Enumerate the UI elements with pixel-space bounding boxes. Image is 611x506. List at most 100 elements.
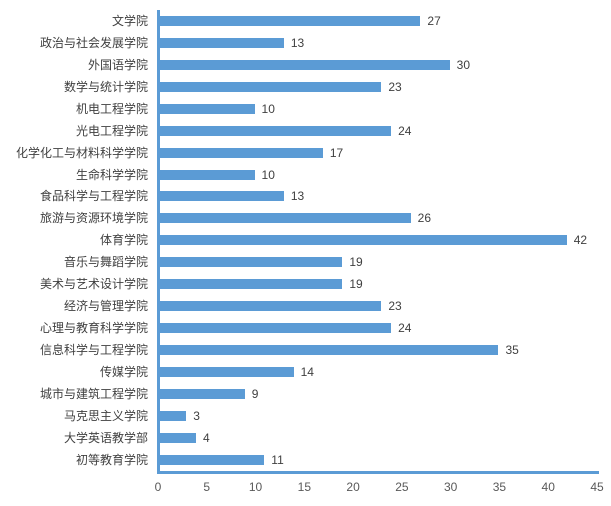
bar-row: 机电工程学院 10 xyxy=(0,98,611,120)
x-tick-label: 35 xyxy=(492,480,507,494)
bar-track: 3 xyxy=(157,405,611,427)
bar xyxy=(157,191,284,202)
bar xyxy=(157,301,382,312)
bar-row: 音乐与舞蹈学院 19 xyxy=(0,251,611,273)
category-label: 传媒学院 xyxy=(99,364,148,379)
data-label: 10 xyxy=(261,167,275,182)
bar-row: 生命科学学院 10 xyxy=(0,164,611,186)
category-label: 政治与社会发展学院 xyxy=(39,35,148,50)
bar xyxy=(157,15,421,26)
category-label: 食品科学与工程学院 xyxy=(39,189,148,204)
category-label: 信息科学与工程学院 xyxy=(39,343,148,358)
x-tick-label: 45 xyxy=(590,480,604,494)
y-axis-line xyxy=(157,10,160,474)
x-tick-label: 0 xyxy=(154,480,162,494)
data-label: 14 xyxy=(300,364,314,379)
data-label: 13 xyxy=(290,35,305,50)
bar-track: 24 xyxy=(157,120,611,142)
category-label: 数学与统计学院 xyxy=(63,79,148,94)
bar-track: 10 xyxy=(157,164,611,186)
bar xyxy=(157,235,567,246)
bar-row: 马克思主义学院 3 xyxy=(0,405,611,427)
data-label: 23 xyxy=(388,299,402,314)
x-tick-label: 10 xyxy=(248,480,263,494)
bar-row: 体育学院 42 xyxy=(0,229,611,251)
bar xyxy=(157,81,382,92)
bar-row: 美术与艺术设计学院 19 xyxy=(0,273,611,295)
bar-track: 13 xyxy=(157,186,611,208)
bar-track: 19 xyxy=(157,273,611,295)
bar-track: 11 xyxy=(157,449,611,471)
bar xyxy=(157,59,450,70)
data-label: 35 xyxy=(505,343,519,358)
category-label: 大学英语教学部 xyxy=(63,430,148,445)
category-label: 城市与建筑工程学院 xyxy=(39,386,148,401)
data-label: 13 xyxy=(290,189,305,204)
bar-rows: 文学院 27 政治与社会发展学院 13 外国语学院 30 数学与统计学院 23 机电工程学院 10… xyxy=(0,10,611,471)
data-label: 11 xyxy=(271,452,284,467)
category-label: 马克思主义学院 xyxy=(63,408,148,423)
bar-track: 24 xyxy=(157,317,611,339)
bar-row: 大学英语教学部 4 xyxy=(0,427,611,449)
x-tick-label: 30 xyxy=(443,480,458,494)
bar xyxy=(157,169,255,180)
bar-track: 14 xyxy=(157,361,611,383)
data-label: 17 xyxy=(329,145,344,160)
x-tick-label: 5 xyxy=(203,480,211,494)
bar-row: 文学院 27 xyxy=(0,10,611,32)
bar-row: 传媒学院 14 xyxy=(0,361,611,383)
bar-track: 30 xyxy=(157,54,611,76)
category-label: 外国语学院 xyxy=(87,57,148,72)
data-label: 19 xyxy=(349,255,363,270)
bar-row: 政治与社会发展学院 13 xyxy=(0,32,611,54)
x-tick-label: 15 xyxy=(297,480,312,494)
bar xyxy=(157,147,323,158)
category-label: 初等教育学院 xyxy=(75,452,148,467)
bar-row: 经济与管理学院 23 xyxy=(0,295,611,317)
x-tick-label: 20 xyxy=(346,480,360,494)
bar-track: 19 xyxy=(157,251,611,273)
bar-track: 42 xyxy=(157,229,611,251)
bar-track: 35 xyxy=(157,339,611,361)
bar xyxy=(157,345,499,356)
x-axis-line xyxy=(157,471,599,474)
bar-track: 23 xyxy=(157,76,611,98)
bar-row: 初等教育学院 11 xyxy=(0,449,611,471)
category-label: 美术与艺术设计学院 xyxy=(39,277,148,292)
bar-track: 13 xyxy=(157,32,611,54)
bar xyxy=(157,454,265,465)
x-tick-label: 40 xyxy=(541,480,555,494)
bar xyxy=(157,279,343,290)
bar-row: 信息科学与工程学院 35 xyxy=(0,339,611,361)
category-label: 化学化工与材料科学学院 xyxy=(15,145,148,160)
bar xyxy=(157,388,245,399)
data-label: 4 xyxy=(203,430,210,445)
bar-row: 旅游与资源环境学院 26 xyxy=(0,207,611,229)
bar xyxy=(157,103,255,114)
bar xyxy=(157,366,294,377)
data-label: 27 xyxy=(427,13,441,28)
bar-track: 4 xyxy=(157,427,611,449)
bar-row: 外国语学院 30 xyxy=(0,54,611,76)
data-label: 9 xyxy=(251,386,259,401)
category-label: 光电工程学院 xyxy=(75,123,148,138)
category-label: 生命科学学院 xyxy=(75,167,148,182)
bar xyxy=(157,323,392,334)
bar-row: 光电工程学院 24 xyxy=(0,120,611,142)
bar-track: 17 xyxy=(157,142,611,164)
bar xyxy=(157,432,197,443)
category-label: 音乐与舞蹈学院 xyxy=(63,255,148,270)
bar-row: 化学化工与材料科学学院 17 xyxy=(0,142,611,164)
bar xyxy=(157,37,284,48)
data-label: 10 xyxy=(261,101,275,116)
data-label: 24 xyxy=(398,321,412,336)
bar xyxy=(157,257,343,268)
bar xyxy=(157,213,411,224)
category-label: 文学院 xyxy=(111,13,148,28)
data-label: 24 xyxy=(398,123,412,138)
bar xyxy=(157,125,392,136)
bar-track: 23 xyxy=(157,295,611,317)
data-label: 19 xyxy=(349,277,363,292)
bar-track: 10 xyxy=(157,98,611,120)
